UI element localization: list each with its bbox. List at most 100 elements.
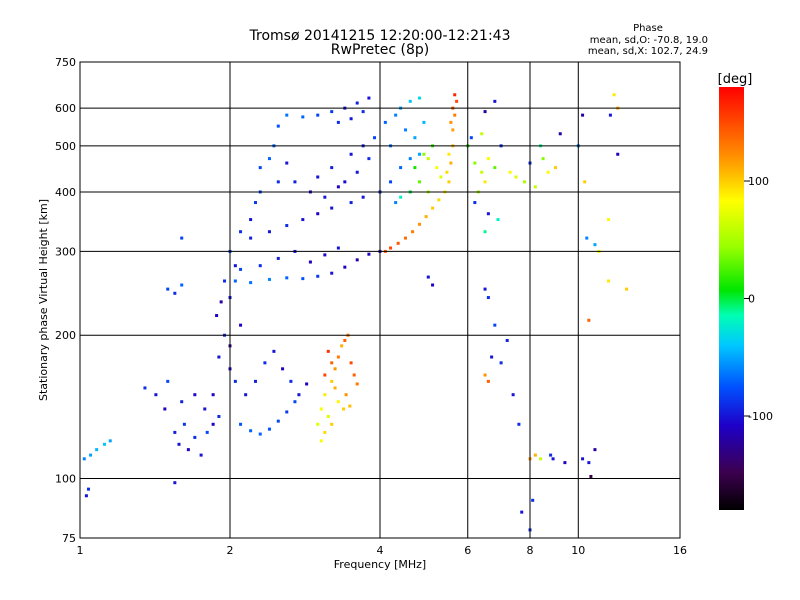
data-point: [608, 113, 612, 117]
data-point: [263, 361, 267, 365]
data-point: [422, 152, 426, 156]
data-point: [323, 393, 327, 397]
data-point: [355, 382, 359, 386]
data-point: [293, 400, 297, 404]
data-point: [344, 393, 348, 397]
data-point: [437, 198, 441, 202]
data-point: [473, 161, 477, 165]
data-point: [86, 487, 90, 491]
data-point: [367, 252, 371, 256]
data-point: [413, 136, 417, 140]
data-point: [439, 175, 443, 179]
x-tick-label: 2: [227, 544, 234, 557]
data-point: [276, 180, 280, 184]
data-point: [625, 287, 629, 291]
data-point: [486, 157, 490, 161]
data-point: [285, 410, 289, 414]
data-point: [82, 457, 86, 461]
data-point: [408, 99, 412, 103]
data-point: [258, 264, 262, 268]
data-point: [267, 427, 271, 431]
data-point: [143, 386, 147, 390]
data-point: [193, 393, 197, 397]
data-point: [469, 136, 473, 140]
data-point: [217, 355, 221, 359]
data-point: [523, 180, 527, 184]
data-point: [431, 283, 435, 287]
data-point: [486, 296, 490, 300]
data-point: [308, 260, 312, 264]
phase-stats-x: mean, sd,X: 102.7, 24.9: [588, 46, 708, 57]
data-point: [453, 113, 457, 117]
data-point: [585, 236, 589, 240]
x-tick-label: 16: [673, 544, 687, 557]
data-point: [496, 218, 500, 222]
phase-heading: Phase: [633, 23, 663, 34]
y-axis-ticks: 75 100 200 300 400 500 600 750: [55, 56, 76, 545]
data-point: [95, 448, 99, 452]
data-point: [394, 113, 398, 117]
data-point: [455, 99, 459, 103]
data-point: [199, 453, 203, 457]
data-point: [223, 279, 227, 283]
data-point: [593, 448, 597, 452]
data-point: [180, 283, 184, 287]
data-point: [333, 386, 337, 390]
data-point: [267, 157, 271, 161]
chart-title-line2: RwPretec (8p): [331, 42, 429, 58]
data-point: [330, 422, 334, 426]
data-point: [589, 474, 593, 478]
data-point: [343, 180, 347, 184]
data-point: [84, 494, 88, 498]
data-point: [349, 201, 353, 205]
data-point: [581, 457, 585, 461]
data-point: [319, 439, 323, 443]
data-point: [533, 185, 537, 189]
data-point: [326, 414, 330, 418]
data-point: [330, 271, 334, 275]
data-point: [173, 291, 177, 295]
data-point: [480, 170, 484, 174]
data-point: [417, 180, 421, 184]
data-point: [431, 206, 435, 210]
data-point: [272, 349, 276, 353]
data-point: [349, 117, 353, 121]
data-point: [367, 157, 371, 161]
data-point: [546, 170, 550, 174]
y-tick-label: 75: [62, 532, 76, 545]
data-point: [154, 393, 158, 397]
data-point: [541, 157, 545, 161]
colorbar-tick-label: 100: [748, 175, 769, 188]
data-point: [253, 201, 257, 205]
data-point: [219, 300, 223, 304]
data-point: [616, 152, 620, 156]
data-point: [281, 367, 285, 371]
data-point: [403, 128, 407, 132]
data-point: [305, 382, 309, 386]
data-point: [483, 287, 487, 291]
data-point: [396, 241, 400, 245]
data-point: [211, 393, 215, 397]
data-point: [539, 457, 543, 461]
data-point: [612, 93, 616, 97]
data-point: [607, 279, 611, 283]
data-point: [323, 373, 327, 377]
data-point: [336, 185, 340, 189]
colorbar: [719, 87, 744, 510]
data-point: [508, 170, 512, 174]
data-point: [607, 218, 611, 222]
data-point: [285, 224, 289, 228]
data-point: [511, 393, 515, 397]
data-point: [553, 166, 557, 170]
data-point: [186, 448, 190, 452]
data-point: [352, 373, 356, 377]
data-point: [253, 379, 257, 383]
chart-title-line1: Tromsø 20141215 12:20:00-12:21:43: [249, 28, 511, 44]
data-point: [293, 180, 297, 184]
data-point: [330, 379, 334, 383]
data-point: [531, 498, 535, 502]
colorbar-ticks: 100 0 -100: [744, 175, 773, 423]
data-point: [389, 180, 393, 184]
data-point: [285, 276, 289, 280]
data-point: [285, 113, 289, 117]
